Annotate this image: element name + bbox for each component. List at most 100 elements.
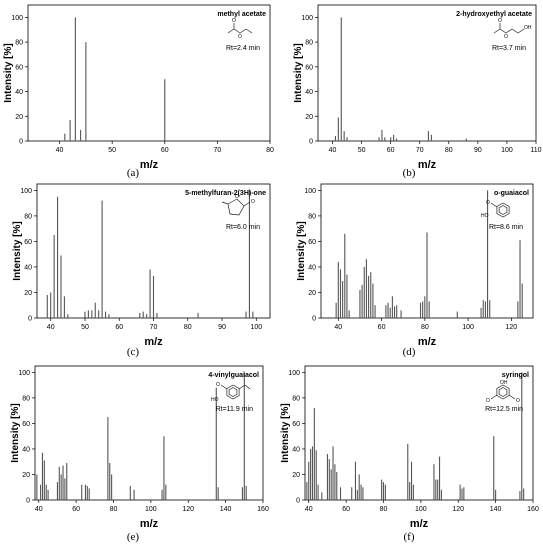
x-tick-label: 60 — [72, 506, 80, 513]
x-tick-label: 110 — [530, 147, 541, 154]
panel-caption: (f) — [404, 531, 415, 543]
structure-atom-label: HO — [211, 397, 219, 403]
y-tick-label: 100 — [18, 370, 30, 377]
panel-caption: (b) — [403, 167, 416, 179]
x-tick-label: 100 — [415, 506, 427, 513]
y-tick-label: 20 — [308, 290, 316, 297]
structure-atom-label: OH — [524, 25, 532, 31]
panel-title: 2-hydroxyethyl acetate — [456, 11, 532, 18]
structure-bond — [238, 384, 246, 390]
y-tick-label: 80 — [305, 40, 313, 47]
chart-panel-3: 40 50 60 70 80 90 100 0 20 40 60 80 100 m/z Intensity … — [12, 183, 271, 358]
x-tick-label: 70 — [416, 147, 424, 154]
y-tick-label: 60 — [15, 64, 23, 71]
x-tick-label: 40 — [56, 147, 64, 154]
x-tick-label: 80 — [445, 147, 453, 154]
structure-atom-label: O — [216, 382, 220, 388]
structure-bond — [244, 384, 251, 390]
x-tick-label: 40 — [35, 506, 43, 513]
y-tick-label: 0 — [312, 316, 316, 323]
x-tick-label: 160 — [527, 506, 539, 513]
y-tick-label: 80 — [15, 40, 23, 47]
x-tick-label: 40 — [305, 506, 313, 513]
y-tick-label: 20 — [15, 114, 23, 121]
x-axis-label: m/z — [418, 159, 437, 171]
y-tick-label: 40 — [308, 264, 316, 271]
structure-ring — [227, 198, 245, 216]
x-tick-label: 100 — [462, 324, 474, 331]
x-tick-label: 100 — [250, 324, 262, 331]
x-tick-label: 90 — [218, 324, 226, 331]
structure-atom-label: HO — [481, 213, 489, 219]
y-tick-label: 100 — [20, 188, 32, 195]
structure-bond — [508, 394, 516, 400]
plot-frame — [317, 4, 537, 142]
x-tick-label: 80 — [266, 147, 274, 154]
x-tick-label: 80 — [380, 506, 388, 513]
panel-title: o-guaiacol — [494, 190, 529, 197]
retention-time-label: Rt=2.4 min — [226, 45, 260, 52]
x-axis-label: m/z — [410, 518, 429, 530]
y-tick-label: 100 — [288, 370, 300, 377]
x-tick-label: 60 — [115, 324, 123, 331]
x-tick-label: 160 — [257, 506, 269, 513]
y-tick-label: 0 — [28, 316, 32, 323]
structure-ring-inner — [498, 387, 508, 397]
y-tick-label: 60 — [305, 64, 313, 71]
structure-bond — [490, 394, 498, 400]
x-tick-label: 80 — [110, 506, 118, 513]
y-tick-label: 0 — [26, 498, 30, 505]
y-tick-label: 40 — [24, 264, 32, 271]
x-tick-label: 120 — [452, 506, 464, 513]
structure-ring-inner — [228, 387, 238, 397]
structure-atom-label: O — [235, 194, 239, 200]
structure-bond — [490, 202, 498, 208]
y-tick-label: 60 — [292, 421, 300, 428]
panel-title: 4-vinylguaiacol — [208, 372, 259, 379]
x-tick-label: 50 — [81, 324, 89, 331]
molecule-structure: OO — [227, 18, 253, 40]
x-tick-label: 140 — [490, 506, 502, 513]
plot-frame — [27, 4, 271, 142]
structure-bond — [227, 28, 253, 34]
plot-frame — [34, 365, 264, 501]
y-tick-label: 20 — [24, 290, 32, 297]
x-tick-label: 50 — [108, 147, 116, 154]
panel-title: methyl acetate — [217, 11, 266, 18]
structure-ring-inner — [498, 205, 508, 215]
y-tick-label: 0 — [296, 498, 300, 505]
x-tick-label: 60 — [378, 324, 386, 331]
chart-panel-2: 40 50 60 70 80 90 100 110 0 20 40 60 80 100 m/z Intensi… — [293, 4, 542, 179]
y-tick-label: 80 — [308, 213, 316, 220]
retention-time-label: Rt=6.0 min — [226, 224, 260, 231]
y-tick-label: 0 — [19, 139, 23, 146]
x-tick-label: 50 — [358, 147, 366, 154]
x-tick-label: 140 — [220, 506, 232, 513]
y-tick-label: 80 — [22, 395, 30, 402]
y-tick-label: 60 — [24, 239, 32, 246]
panel-title: syringol — [502, 372, 529, 379]
retention-time-label: Rt=8.6 min — [489, 224, 523, 231]
molecule-structure: O HO — [211, 382, 251, 403]
y-tick-label: 20 — [305, 114, 313, 121]
x-tick-label: 80 — [421, 324, 429, 331]
y-tick-label: 40 — [305, 89, 313, 96]
x-axis-label: m/z — [140, 159, 159, 171]
y-axis-label: Intensity [%] — [296, 221, 307, 280]
chart-panel-4: 40 60 80 100 120 0 20 40 60 80 100 m/z Intensity [%]… — [296, 183, 534, 358]
x-tick-label: 70 — [213, 147, 221, 154]
x-tick-label: 40 — [329, 147, 337, 154]
x-tick-label: 40 — [47, 324, 55, 331]
structure-ring — [496, 384, 510, 400]
y-tick-label: 20 — [292, 472, 300, 479]
x-tick-label: 80 — [184, 324, 192, 331]
y-axis-label: Intensity [%] — [12, 221, 23, 280]
y-tick-label: 40 — [292, 446, 300, 453]
y-tick-label: 80 — [292, 395, 300, 402]
y-axis-label: Intensity [%] — [3, 43, 14, 102]
y-tick-label: 60 — [22, 421, 30, 428]
panel-caption: (c) — [127, 346, 140, 358]
x-axis-label: m/z — [418, 336, 437, 348]
retention-time-label: Rt=3.7 min — [492, 45, 526, 52]
x-tick-label: 100 — [501, 147, 513, 154]
